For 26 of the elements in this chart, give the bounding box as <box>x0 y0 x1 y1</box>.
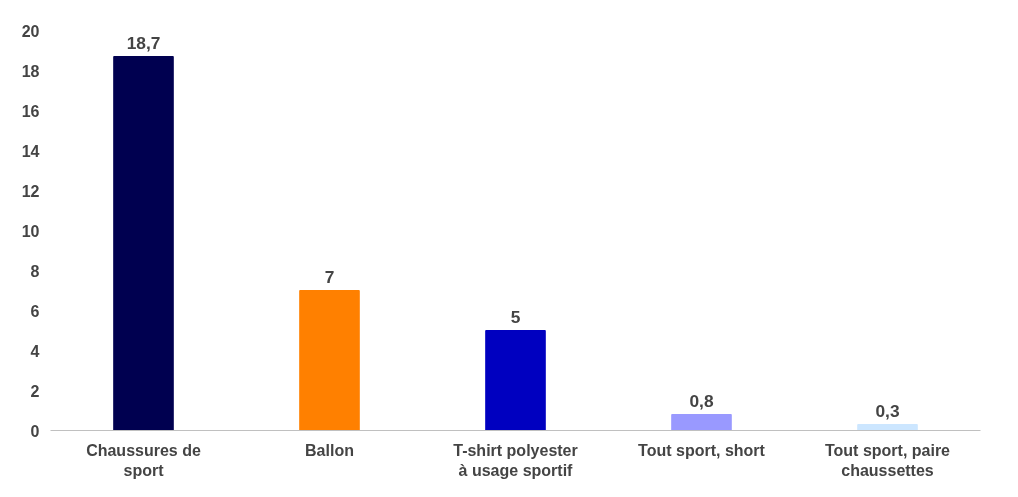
bar <box>671 414 732 431</box>
x-tick-label: Tout sport, short <box>638 441 766 459</box>
bar <box>485 330 546 431</box>
y-tick-label: 20 <box>21 22 40 40</box>
bar <box>857 424 918 431</box>
y-tick-label: 12 <box>21 182 40 200</box>
y-tick-label: 16 <box>21 102 40 120</box>
y-tick-label: 4 <box>30 342 40 360</box>
data-label: 18,7 <box>126 32 161 53</box>
y-tick-label: 2 <box>30 382 40 400</box>
x-tick-label: Ballon <box>305 441 354 459</box>
bar <box>113 56 174 431</box>
data-label: 0,8 <box>689 390 714 411</box>
data-label: 5 <box>510 306 521 327</box>
y-tick-label: 10 <box>21 222 40 240</box>
bar <box>299 290 360 431</box>
data-label: 0,3 <box>875 400 900 421</box>
y-tick-label: 8 <box>30 262 40 280</box>
data-label: 7 <box>324 266 335 287</box>
y-tick-label: 18 <box>21 62 40 80</box>
x-tick-label: T-shirt polyester à usage sportif <box>453 441 578 479</box>
x-tick-label: Chaussures de sport <box>86 441 201 479</box>
y-tick-label: 14 <box>21 142 40 160</box>
y-tick-label: 6 <box>30 302 40 320</box>
x-tick-label: Tout sport, paire chaussettes <box>824 441 951 479</box>
y-tick-label: 0 <box>30 422 40 440</box>
